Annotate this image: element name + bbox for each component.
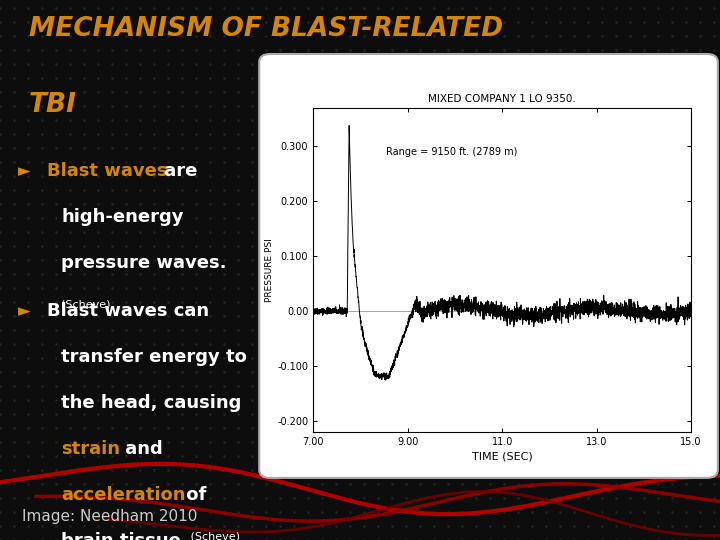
Text: pressure waves.: pressure waves. [61,254,227,272]
X-axis label: TIME (SEC): TIME (SEC) [472,451,533,461]
Title: MIXED COMPANY 1 LO 9350.: MIXED COMPANY 1 LO 9350. [428,94,576,104]
Text: acceleration: acceleration [61,486,186,504]
Text: transfer energy to: transfer energy to [61,348,247,366]
Text: TBI: TBI [29,92,77,118]
Y-axis label: PRESSURE PSI: PRESSURE PSI [266,238,274,302]
Text: Blast waves can: Blast waves can [47,302,209,320]
Text: are: are [158,162,198,180]
Text: (Scheve): (Scheve) [187,532,240,540]
Text: the head, causing: the head, causing [61,394,242,412]
Text: MECHANISM OF BLAST-RELATED: MECHANISM OF BLAST-RELATED [29,16,503,42]
Text: (Scheve): (Scheve) [61,300,111,310]
Text: Range = 9150 ft. (2789 m): Range = 9150 ft. (2789 m) [387,147,518,157]
FancyBboxPatch shape [259,54,718,478]
Text: Image: Needham 2010: Image: Needham 2010 [22,509,197,524]
Text: high-energy: high-energy [61,208,184,226]
Text: of: of [180,486,207,504]
Text: strain: strain [61,440,120,458]
Text: ►: ► [18,162,31,180]
Text: and: and [119,440,163,458]
Text: brain tissue.: brain tissue. [61,532,188,540]
Text: ►: ► [18,302,31,320]
Text: Blast waves: Blast waves [47,162,167,180]
